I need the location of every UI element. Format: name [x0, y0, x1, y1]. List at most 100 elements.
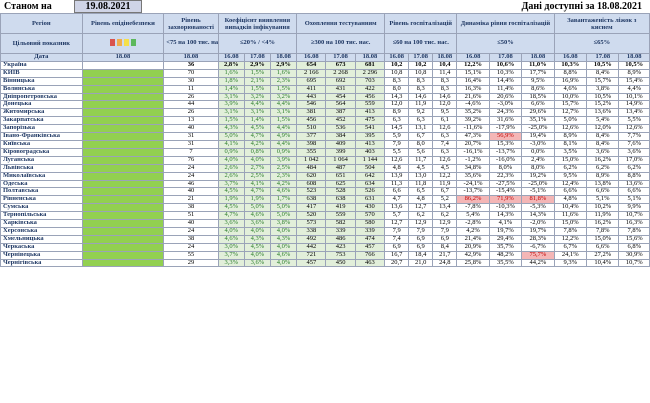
value-cell: 10,1% [618, 92, 650, 102]
value-cell: 536 [325, 124, 356, 134]
value-cell: 695 [296, 76, 327, 86]
value-cell: 1,7% [269, 195, 298, 205]
value-cell: 6,7% [553, 242, 588, 252]
region-row: Вінницька 30 1,8% 2,1% 2,3% 695 692 703 8,3 8,3 8,… [0, 76, 650, 86]
col-detect-header: Коефіцієнт виявлення випадків інфікуванн… [217, 13, 298, 34]
epid-level-cell [81, 179, 165, 189]
value-cell: 692 [325, 76, 356, 86]
value-cell: 4,5% [243, 242, 271, 252]
value-cell: 4,8 [384, 163, 410, 173]
value-cell: 29 [163, 258, 219, 268]
value-cell: 9,5% [521, 76, 555, 86]
value-cell: 8,0 [384, 84, 410, 94]
region-row: Рівненська 21 1,9% 1,9% 1,7% 638 638 631 4,7 4,8 5… [0, 195, 650, 205]
value-cell: 5,9 [384, 132, 410, 141]
value-cell: 5,0% [217, 132, 245, 141]
value-cell: 1,6% [217, 68, 245, 78]
value-cell: 9,2 [408, 108, 434, 118]
value-cell: 484 [296, 163, 327, 173]
value-cell: 13,9 [384, 171, 410, 181]
value-cell: -13,7% [456, 187, 490, 197]
value-cell: 409 [325, 139, 356, 149]
value-cell: 721 [296, 250, 327, 260]
value-cell: 5,0% [269, 211, 298, 221]
value-cell: 4,7 [384, 195, 410, 205]
col-beds-header: Завантаженість ліжок з киснем [553, 13, 650, 34]
value-cell: 11 [163, 84, 219, 94]
value-cell: 16,2% [586, 155, 620, 165]
value-cell: 486 [325, 234, 356, 244]
value-cell: -5,1% [521, 187, 555, 197]
value-cell: -3,0% [488, 100, 523, 110]
epid-level-cell [81, 84, 165, 94]
value-cell: 24,8 [432, 258, 458, 268]
value-cell: 10,8 [384, 68, 410, 78]
value-cell: 1 144 [354, 155, 386, 165]
value-cell: 47,3% [456, 132, 490, 141]
date-cell: 17.08 [243, 53, 271, 62]
value-cell: 10,2 [408, 60, 434, 70]
value-cell: 457 [354, 242, 386, 252]
value-cell: 38 [163, 203, 219, 213]
value-cell: 17,7% [521, 68, 555, 78]
value-cell: 475 [354, 116, 386, 126]
value-cell: 35,5% [488, 258, 523, 268]
as-of-label: Станом на [4, 1, 52, 12]
value-cell: 12,4% [553, 179, 588, 189]
value-cell: 46 [163, 179, 219, 189]
value-cell: 6,2 [432, 211, 458, 221]
value-cell: 4,5% [243, 124, 271, 134]
value-cell: 24,3% [488, 108, 523, 118]
value-cell: 31 [163, 139, 219, 149]
region-row: Закарпатська 13 1,5% 1,4% 1,5% 456 452 475 6,3 6,… [0, 116, 650, 126]
value-cell: 11,3 [384, 179, 410, 189]
value-cell: 12,9 [432, 219, 458, 228]
value-cell: 642 [354, 171, 386, 181]
value-cell: 8,0% [488, 163, 523, 173]
value-cell: 442 [296, 242, 327, 252]
value-cell: 2,9% [243, 60, 271, 70]
value-cell: 8,6% [521, 84, 555, 94]
value-cell: 11,4% [488, 84, 523, 94]
region-row: Волинська 11 1,4% 1,5% 1,5% 411 431 422 8,0 8,3 8,… [0, 84, 650, 94]
value-cell: 21,0 [408, 258, 434, 268]
value-cell: 12,7% [553, 108, 588, 118]
value-cell: 21,4% [456, 234, 490, 244]
value-cell: 15,1% [456, 68, 490, 78]
value-cell: 15,3% [488, 139, 523, 149]
value-cell: 2,6% [217, 171, 245, 181]
value-cell: 5,4% [456, 211, 490, 221]
epid-level-cell [81, 124, 165, 134]
value-cell: 5,6 [408, 147, 434, 157]
region-name: Черкаська [0, 242, 83, 252]
value-cell: -2,0% [521, 219, 555, 228]
value-cell: 0,9% [269, 147, 298, 157]
value-cell: 10,7% [618, 258, 650, 268]
value-cell: 14,6 [408, 92, 434, 102]
value-cell: 20,9% [456, 242, 490, 252]
value-cell: 20,7% [456, 139, 490, 149]
date-cell: 16.08 [217, 53, 245, 62]
col-testing-header: Охоплення тестуванням [296, 13, 386, 34]
value-cell: 15,2% [586, 100, 620, 110]
region-name: Харківська [0, 219, 83, 228]
value-cell: 81,8% [521, 195, 555, 205]
value-cell: 39,2% [456, 116, 490, 126]
value-cell: 51 [163, 211, 219, 221]
covid-indicators-table: Регіон Рівень епідінебезпеки Рівень захв… [0, 13, 650, 268]
date-cell: 18.08 [269, 53, 298, 62]
value-cell: 520 [296, 211, 327, 221]
region-row: Харківська 40 3,6% 3,6% 3,8% 573 582 580 12,7 12,… [0, 219, 650, 228]
dates-row: Дата 18.08 18.08 16.08 17.08 18.08 16.08… [0, 53, 650, 62]
value-cell: 12,6 [384, 155, 410, 165]
value-cell: 381 [296, 108, 327, 118]
value-cell: 13,4 [432, 203, 458, 213]
value-cell: 6,5 [408, 187, 434, 197]
value-cell: 8,3 [384, 76, 410, 86]
value-cell: 3,8% [586, 84, 620, 94]
value-cell: 4,6% [553, 84, 588, 94]
value-cell: -5,3% [521, 203, 555, 213]
value-cell: 6,3 [432, 132, 458, 141]
value-cell: 16,7 [384, 250, 410, 260]
value-cell: 559 [325, 211, 356, 221]
